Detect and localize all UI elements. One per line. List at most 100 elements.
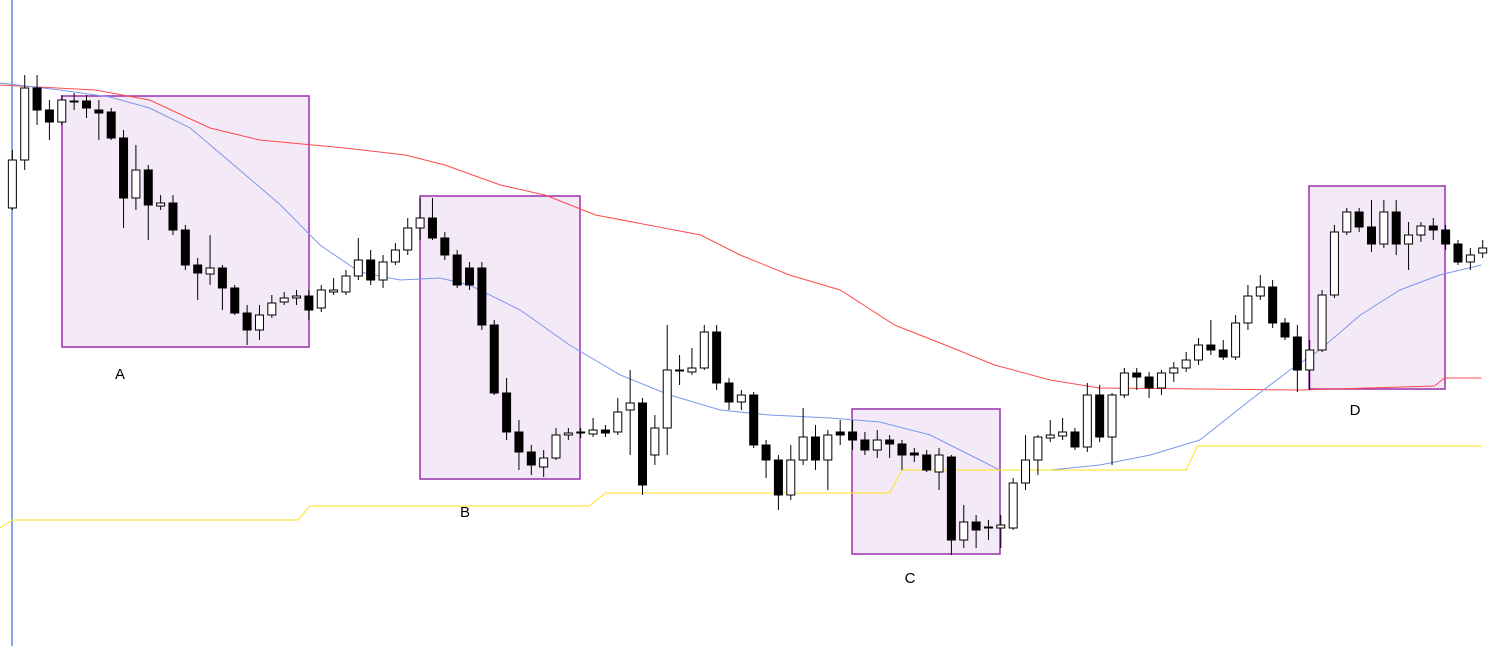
annotation-label: A (115, 366, 125, 383)
candle-body (143, 169, 153, 206)
candle-body (823, 434, 833, 461)
candle-body (1441, 229, 1451, 245)
candle-body (600, 429, 610, 434)
candle-body (69, 100, 79, 103)
candle-body (205, 267, 215, 275)
candle-body (1206, 344, 1216, 351)
candle-body (1218, 349, 1228, 358)
candle-body (489, 324, 499, 394)
candle-body (983, 526, 993, 529)
candle-body (959, 521, 969, 541)
candle-body (1317, 294, 1327, 351)
candle-body (1058, 431, 1068, 437)
candle-body (996, 524, 1006, 529)
candle-body (872, 439, 882, 451)
candle-body (427, 217, 437, 239)
candle-body (1231, 322, 1241, 358)
candle-body (341, 275, 351, 293)
candle-body (1021, 459, 1031, 484)
candle-body (749, 394, 759, 446)
candle-body (971, 521, 981, 531)
candle-body (1366, 226, 1376, 245)
plot (0, 75, 1488, 555)
candle-body (502, 392, 512, 433)
candle-body (180, 229, 190, 266)
highlight-box (851, 408, 1001, 555)
candle-body (539, 457, 549, 468)
candle-body (860, 439, 870, 451)
candle-body (316, 289, 326, 309)
candle-body (798, 436, 808, 461)
candle-body (1243, 295, 1253, 324)
candle-body (1329, 231, 1339, 296)
candle-body (1280, 322, 1290, 338)
candle-body (1181, 359, 1191, 369)
candle-body (230, 287, 240, 314)
annotation-label: C (905, 570, 916, 587)
candle-body (1156, 372, 1166, 389)
candle-body (477, 267, 487, 326)
highlight-box (1308, 185, 1446, 390)
candle-body (835, 431, 845, 436)
indicator-line (0, 445, 1482, 529)
candle-body (514, 431, 524, 453)
candle-body (304, 295, 314, 311)
candle-body (909, 452, 919, 456)
candle-body (687, 367, 697, 373)
candle-body (156, 202, 166, 207)
candle-body (588, 429, 598, 435)
candle-body (7, 159, 17, 209)
candle-body (699, 331, 709, 369)
candle-body (712, 331, 722, 384)
candle-body (193, 264, 203, 274)
candle-body (1292, 336, 1302, 371)
candle-body (254, 314, 264, 331)
candle-body (1008, 482, 1018, 529)
candle-body (662, 369, 672, 429)
candle-body (761, 444, 771, 461)
candle-body (1391, 211, 1401, 245)
candle-body (613, 411, 623, 433)
candle-body (94, 109, 104, 114)
candle-body (625, 402, 635, 411)
candle-body (168, 202, 178, 231)
candle-body (1033, 436, 1043, 461)
candle-body (20, 87, 30, 161)
candle-body (1169, 367, 1179, 374)
highlight-box (419, 195, 581, 480)
candle-body (452, 254, 462, 286)
candle-body (1478, 247, 1488, 254)
candle-body (1465, 254, 1475, 263)
candle-body (353, 259, 363, 277)
candle-body (378, 261, 388, 281)
candle-body (292, 295, 302, 299)
candle-body (1404, 234, 1414, 245)
candle-body (897, 443, 907, 456)
candle-body (131, 169, 141, 199)
candle-body (57, 99, 67, 123)
candle-body (106, 111, 116, 139)
candle-body (32, 87, 42, 111)
candle-body (1070, 431, 1080, 448)
candle-body (1268, 286, 1278, 324)
candle-body (1132, 372, 1142, 378)
annotation-label: B (460, 504, 470, 521)
candle-body (1045, 434, 1055, 439)
candle-body (1379, 211, 1389, 245)
candle-body (675, 369, 685, 372)
candle-body (1119, 372, 1129, 396)
candle-body (563, 432, 573, 436)
candle-body (1305, 349, 1315, 371)
annotation-label: D (1350, 402, 1361, 419)
candle-body (366, 259, 376, 281)
candle-body (1416, 225, 1426, 236)
candle-body (217, 267, 227, 289)
candle-body (1428, 225, 1438, 231)
candle-body (1082, 394, 1092, 448)
candle-body (773, 459, 783, 496)
candle-body (526, 451, 536, 466)
candle-body (885, 439, 895, 445)
candle-body (81, 100, 91, 109)
